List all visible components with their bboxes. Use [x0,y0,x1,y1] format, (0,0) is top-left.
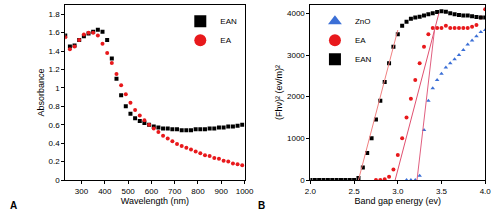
svg-text:1: 1 [55,84,60,93]
svg-text:1.2: 1.2 [49,65,61,74]
svg-text:500: 500 [121,187,135,196]
svg-text:0: 0 [55,176,60,185]
svg-text:0.4: 0.4 [49,139,61,148]
svg-text:4.0: 4.0 [480,187,492,196]
svg-text:1000: 1000 [287,134,305,143]
svg-text:800: 800 [191,187,205,196]
svg-text:2.0: 2.0 [305,187,317,196]
svg-text:Band gap energy (ev): Band gap energy (ev) [355,196,442,206]
svg-text:(Fhν)² (ev/m)²: (Fhν)² (ev/m)² [274,65,284,120]
svg-text:1.4: 1.4 [49,47,61,56]
svg-text:A: A [10,200,17,211]
svg-text:0.2: 0.2 [49,157,61,166]
svg-text:600: 600 [145,187,159,196]
svg-text:2.5: 2.5 [349,187,361,196]
svg-text:900: 900 [215,187,229,196]
svg-text:0.8: 0.8 [49,102,61,111]
svg-text:EAN: EAN [220,17,237,26]
svg-text:0.6: 0.6 [49,121,61,130]
svg-text:0: 0 [300,176,305,185]
svg-text:1.8: 1.8 [49,10,61,19]
svg-text:300: 300 [75,187,89,196]
svg-text:3.5: 3.5 [436,187,448,196]
svg-text:3.0: 3.0 [392,187,404,196]
svg-text:700: 700 [168,187,182,196]
svg-text:400: 400 [98,187,112,196]
svg-text:Wavelength (nm): Wavelength (nm) [121,196,189,206]
svg-text:1000: 1000 [236,187,254,196]
svg-text:EAN: EAN [355,55,372,64]
svg-text:3000: 3000 [287,51,305,60]
svg-text:EA: EA [355,36,366,45]
svg-text:ZnO: ZnO [355,17,371,26]
svg-text:EA: EA [220,36,231,45]
svg-text:B: B [258,200,265,211]
svg-text:Absorbance: Absorbance [36,68,46,116]
svg-text:1.6: 1.6 [49,28,61,37]
svg-text:2000: 2000 [287,92,305,101]
svg-text:4000: 4000 [287,9,305,18]
